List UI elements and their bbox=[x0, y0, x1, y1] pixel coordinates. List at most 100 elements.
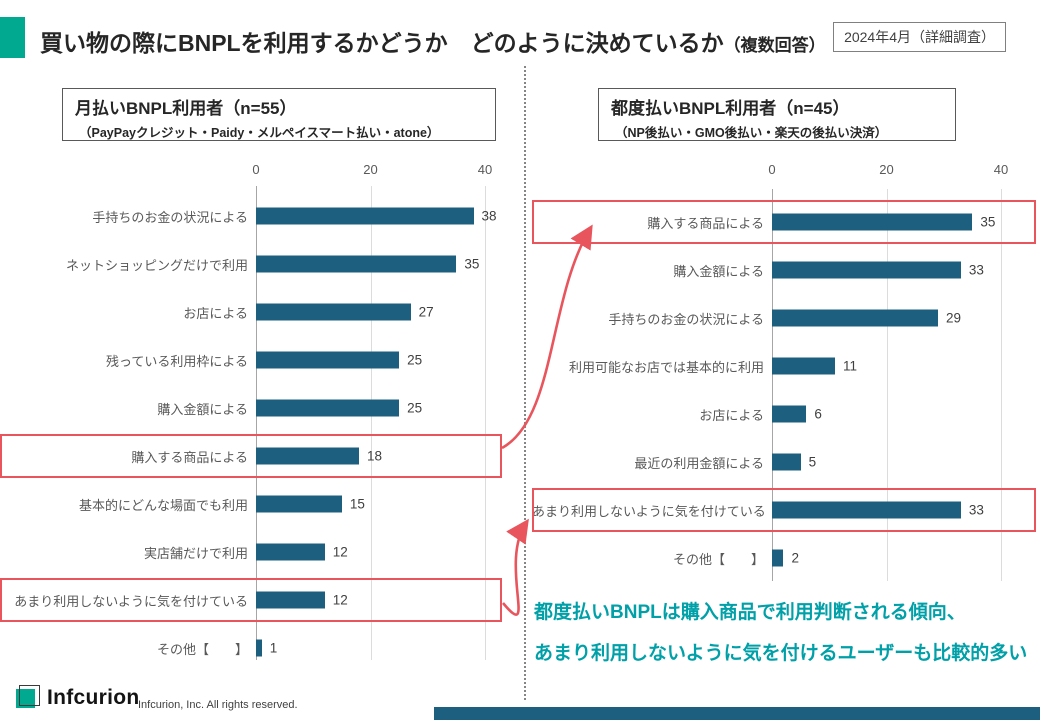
value-label: 18 bbox=[367, 448, 383, 464]
bar-plot-area: 33 bbox=[772, 246, 1040, 294]
right-chart-subtitle: （NP後払い・GMO後払い・楽天の後払い決済） bbox=[615, 126, 888, 140]
infcurion-logo-text: Infcurion bbox=[47, 686, 140, 709]
x-axis-tick: 20 bbox=[363, 162, 378, 177]
bar-plot-area: 12 bbox=[256, 576, 545, 624]
value-label: 11 bbox=[842, 358, 857, 374]
value-label: 12 bbox=[332, 592, 348, 608]
x-axis-tick: 0 bbox=[768, 162, 776, 177]
category-label: 購入金額による bbox=[157, 401, 248, 417]
category-label: 購入する商品による bbox=[131, 449, 248, 465]
value-label: 33 bbox=[968, 262, 984, 278]
value-label: 33 bbox=[968, 502, 984, 518]
category-label: 購入金額による bbox=[673, 263, 764, 279]
value-label: 29 bbox=[946, 310, 962, 326]
bar bbox=[256, 639, 262, 657]
bar bbox=[256, 495, 342, 513]
bar-plot-area: 29 bbox=[772, 294, 1040, 342]
bar bbox=[772, 309, 939, 327]
bar-row: お店による 27 bbox=[0, 288, 522, 336]
value-label: 35 bbox=[980, 214, 996, 230]
bar-plot-area: 2 bbox=[772, 534, 1040, 582]
value-label: 35 bbox=[464, 256, 480, 272]
bar-row-highlighted: 購入する商品による 35 bbox=[532, 198, 1038, 246]
x-axis-ticks: 0 20 40 bbox=[0, 162, 522, 182]
bar bbox=[256, 255, 457, 273]
value-label: 12 bbox=[332, 544, 348, 560]
bar-row: 購入金額による 25 bbox=[0, 384, 522, 432]
bar-plot-area: 18 bbox=[256, 432, 545, 480]
left-chart-title: 月払いBNPL利用者（n=55） bbox=[75, 99, 297, 118]
bar-row-highlighted: 購入する商品による 18 bbox=[0, 432, 522, 480]
category-label: その他【 】 bbox=[156, 641, 248, 657]
bar-plot-area: 6 bbox=[772, 390, 1040, 438]
bar bbox=[772, 357, 835, 375]
copyright-text: Infcurion, Inc. All rights reserved. bbox=[138, 699, 298, 711]
takeaway-line-2: あまり利用しないように気を付けるユーザーも比較的多い bbox=[534, 643, 1028, 664]
x-axis-tick: 40 bbox=[477, 162, 493, 177]
category-label: 残っている利用枠による bbox=[106, 353, 248, 369]
page-title: 買い物の際にBNPLを利用するかどうか どのように決めているか（複数回答） bbox=[40, 24, 826, 58]
bar bbox=[256, 591, 325, 609]
footer-accent-bar bbox=[434, 707, 1040, 720]
bar-plot-area: 25 bbox=[256, 384, 545, 432]
bar bbox=[256, 399, 400, 417]
bar-plot-area: 35 bbox=[772, 198, 1040, 246]
bar bbox=[772, 405, 807, 423]
company-logo: Infcurion bbox=[16, 684, 140, 710]
bar-row: 基本的にどんな場面でも利用 15 bbox=[0, 480, 522, 528]
category-label: 手持ちのお金の状況による bbox=[608, 311, 764, 327]
category-label: 基本的にどんな場面でも利用 bbox=[78, 497, 248, 513]
left-chart-subtitle: （PayPayクレジット・Paidy・メルペイスマート払い・atone） bbox=[79, 126, 440, 140]
bar-row: 実店舗だけで利用 12 bbox=[0, 528, 522, 576]
bar-plot-area: 38 bbox=[256, 192, 545, 240]
title-accent-bar bbox=[0, 17, 25, 58]
bar bbox=[256, 351, 400, 369]
category-label: 実店舗だけで利用 bbox=[143, 545, 248, 561]
x-axis-tick: 20 bbox=[879, 162, 894, 177]
bar bbox=[256, 303, 411, 321]
bar bbox=[772, 549, 784, 567]
infcurion-logo-icon bbox=[16, 684, 40, 708]
bar-row: お店による 6 bbox=[532, 390, 1038, 438]
survey-date-badge: 2024年4月（詳細調査） bbox=[833, 22, 1006, 52]
bar-row: その他【 】 2 bbox=[532, 534, 1038, 582]
x-axis-ticks: 0 20 40 bbox=[532, 162, 1038, 182]
category-label: その他【 】 bbox=[672, 551, 764, 567]
bar-row: その他【 】 1 bbox=[0, 624, 522, 672]
left-chart-header-box: 月払いBNPL利用者（n=55） （PayPayクレジット・Paidy・メルペイ… bbox=[62, 88, 496, 141]
chart-per-purchase-bnpl: 0 20 40 購入する商品による 35 購入金額による 33 手持ちのお金の状況による 29 利… bbox=[532, 162, 1038, 582]
page-title-suffix: （複数回答） bbox=[723, 36, 826, 55]
category-label: あまり利用しないように気を付けている bbox=[14, 593, 248, 609]
bar-plot-area: 1 bbox=[256, 624, 545, 672]
x-axis-tick: 40 bbox=[993, 162, 1009, 177]
category-label: お店による bbox=[183, 305, 248, 321]
bar bbox=[772, 501, 961, 519]
value-label: 6 bbox=[814, 406, 822, 422]
right-chart-header-box: 都度払いBNPL利用者（n=45） （NP後払い・GMO後払い・楽天の後払い決済… bbox=[598, 88, 956, 141]
gridlines bbox=[256, 186, 486, 660]
value-label: 1 bbox=[269, 640, 278, 656]
category-label: 購入する商品による bbox=[647, 215, 764, 231]
category-label: ネットショッピングだけで利用 bbox=[65, 257, 248, 273]
bar bbox=[256, 447, 360, 465]
category-label: お店による bbox=[699, 407, 764, 423]
category-label: 最近の利用金額による bbox=[634, 455, 764, 471]
value-label: 27 bbox=[418, 304, 434, 320]
bar-row-highlighted: あまり利用しないように気を付けている 33 bbox=[532, 486, 1038, 534]
bar bbox=[256, 207, 474, 225]
bar bbox=[256, 543, 325, 561]
bar-row: 残っている利用枠による 25 bbox=[0, 336, 522, 384]
bar-plot-area: 27 bbox=[256, 288, 545, 336]
bar-plot-area: 15 bbox=[256, 480, 545, 528]
right-chart-title: 都度払いBNPL利用者（n=45） bbox=[611, 99, 850, 118]
bar-plot-area: 11 bbox=[772, 342, 1040, 390]
bar bbox=[772, 453, 801, 471]
category-label: 手持ちのお金の状況による bbox=[92, 209, 248, 225]
takeaway-annotation: 都度払いBNPLは購入商品で利用判断される傾向、 あまり利用しないように気を付け… bbox=[534, 592, 1027, 674]
value-label: 38 bbox=[481, 208, 497, 224]
bar-row: 利用可能なお店では基本的に利用 11 bbox=[532, 342, 1038, 390]
page-title-main: 買い物の際にBNPLを利用するかどうか どのように決めているか bbox=[40, 30, 724, 56]
bar-plot-area: 33 bbox=[772, 486, 1040, 534]
bar-row: 購入金額による 33 bbox=[532, 246, 1038, 294]
bar-row: 手持ちのお金の状況による 38 bbox=[0, 192, 522, 240]
